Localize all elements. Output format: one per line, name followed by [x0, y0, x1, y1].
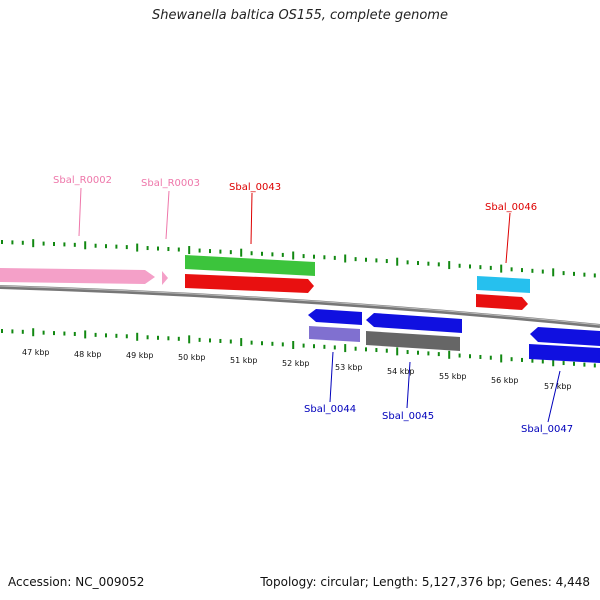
leader-sbal-0043: [250, 192, 253, 245]
gene-sbal-0045[interactable]: [366, 313, 462, 333]
kbp-label: 52 kbp: [282, 359, 310, 368]
leader-sbal-0047: [547, 370, 561, 423]
kbp-label: 50 kbp: [178, 353, 206, 362]
kbp-label: 51 kbp: [230, 356, 258, 365]
kbp-label: 47 kbp: [22, 348, 50, 357]
gene-sbal-r0003[interactable]: [162, 271, 168, 285]
label-sbal-0045: Sbal_0045: [382, 411, 434, 422]
label-sbal-0044: Sbal_0044: [304, 404, 356, 415]
leader-sbal-r0003: [165, 190, 170, 240]
upper-tick-track: [1, 239, 596, 278]
genome-backbone: [0, 285, 600, 328]
kbp-label: 53 kbp: [335, 363, 363, 372]
gene-sbal-0045-gray[interactable]: [366, 331, 460, 351]
gene-sbal-0047-b[interactable]: [529, 344, 600, 363]
genome-summary: Topology: circular; Length: 5,127,376 bp…: [260, 575, 590, 589]
label-sbal-0046: Sbal_0046: [485, 202, 537, 213]
kbp-label: 57 kbp: [544, 382, 572, 391]
gene-sbal-0046[interactable]: [476, 294, 528, 310]
label-sbal-r0002: Sbal_R0002: [53, 175, 112, 186]
gene-sbal-0043-green[interactable]: [185, 255, 315, 276]
gene-sbal-0044[interactable]: [308, 309, 362, 325]
lower-tick-track: [1, 328, 596, 368]
label-sbal-r0003: Sbal_R0003: [141, 178, 200, 189]
leader-sbal-0046: [505, 212, 511, 264]
genome-backbone-highlight: [0, 285, 600, 326]
kbp-label: 48 kbp: [74, 350, 102, 359]
accession-text: Accession: NC_009052: [8, 575, 145, 589]
page-title: Shewanella baltica OS155, complete genom…: [152, 8, 448, 23]
leader-sbal-0045: [406, 361, 411, 409]
kbp-label: 54 kbp: [387, 367, 415, 376]
gene-sbal-r0002[interactable]: [0, 268, 155, 284]
label-sbal-0043: Sbal_0043: [229, 182, 281, 193]
kbp-label: 49 kbp: [126, 351, 154, 360]
gene-sbal-0043[interactable]: [185, 274, 314, 293]
gene-sbal-0047[interactable]: [530, 327, 600, 346]
kbp-label: 55 kbp: [439, 372, 467, 381]
kbp-label: 56 kbp: [491, 376, 519, 385]
leader-sbal-r0002: [78, 187, 82, 237]
gene-sbal-0046-cyan[interactable]: [477, 276, 530, 293]
label-sbal-0047: Sbal_0047: [521, 424, 573, 435]
gene-sbal-0044-lavender[interactable]: [309, 326, 360, 342]
leader-sbal-0044: [329, 351, 334, 403]
